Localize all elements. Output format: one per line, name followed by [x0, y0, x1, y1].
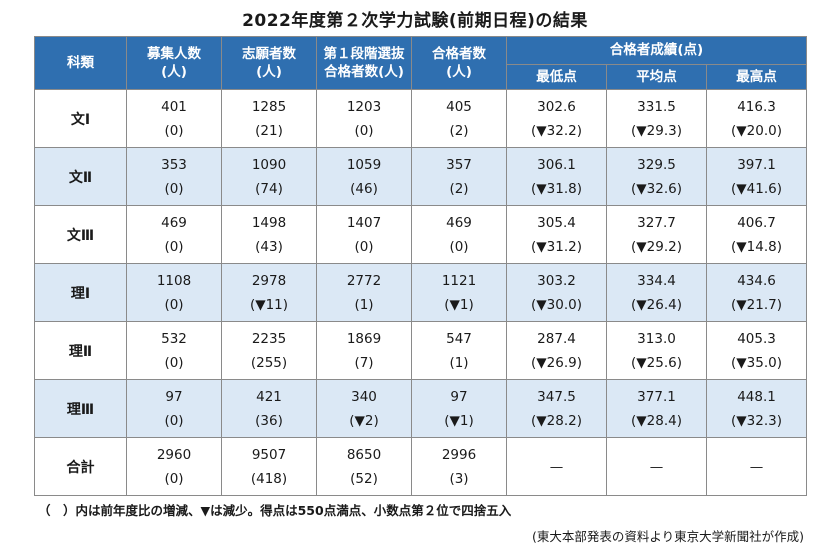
cell-passers: 357 (2) [411, 147, 507, 206]
cell-avg: 313.0 (▼25.6) [606, 321, 707, 380]
table-row: 文Ⅱ 353 (0) 1090 (74) 1059 (46) 357 (2) 306.1… [34, 147, 808, 206]
results-table: 科類 募集人数 (人) 志願者数 (人) 第１段階選抜 合格者数(人) 合格者数 (人)… [34, 36, 808, 496]
cell-avg: — [606, 437, 707, 496]
cell-min: 287.4 (▼26.9) [506, 321, 607, 380]
cell-min: 302.6 (▼32.2) [506, 89, 607, 148]
cell-max: 405.3 (▼35.0) [705, 321, 808, 380]
cell-applicants: 2235 (255) [221, 321, 317, 380]
cell-max: 406.7 (▼14.8) [705, 205, 808, 264]
cell-first-stage: 8650 (52) [316, 437, 412, 496]
source-credit: (東大本部発表の資料より東京大学新聞社が作成) [531, 529, 804, 544]
cell-applicants: 9507 (418) [221, 437, 317, 496]
cell-applicants: 1498 (43) [221, 205, 317, 264]
cell-applicants: 1090 (74) [221, 147, 317, 206]
row-subject: 理Ⅲ [34, 379, 127, 438]
cell-min: 305.4 (▼31.2) [506, 205, 607, 264]
footnote: （ ）内は前年度比の増減、▼は減少。得点は550点満点、小数点第２位で四捨五入 [38, 503, 512, 518]
header-subject: 科類 [34, 36, 127, 90]
table-title: 2022年度第２次学力試験(前期日程)の結果 [242, 11, 588, 31]
cell-quota: 353 (0) [126, 147, 222, 206]
cell-passers: 405 (2) [411, 89, 507, 148]
table-row: 理Ⅲ 97 (0) 421 (36) 340 (▼2) 97 (▼1) 347.5 (▼2… [34, 379, 808, 438]
cell-passers: 2996 (3) [411, 437, 507, 496]
cell-first-stage: 1407 (0) [316, 205, 412, 264]
cell-min: 303.2 (▼30.0) [506, 263, 607, 322]
table-row: 合計 2960 (0) 9507 (418) 8650 (52) 2996 (3) — … [34, 437, 808, 496]
row-subject: 文Ⅰ [34, 89, 127, 148]
cell-passers: 1121 (▼1) [411, 263, 507, 322]
header-quota: 募集人数 (人) [126, 36, 222, 90]
cell-applicants: 1285 (21) [221, 89, 317, 148]
cell-first-stage: 1869 (7) [316, 321, 412, 380]
cell-quota: 532 (0) [126, 321, 222, 380]
cell-max: 434.6 (▼21.7) [705, 263, 808, 322]
cell-first-stage: 2772 (1) [316, 263, 412, 322]
cell-applicants: 421 (36) [221, 379, 317, 438]
cell-passers: 469 (0) [411, 205, 507, 264]
header-first-stage: 第１段階選抜 合格者数(人) [316, 36, 412, 90]
row-subject: 理Ⅰ [34, 263, 127, 322]
cell-avg: 334.4 (▼26.4) [606, 263, 707, 322]
header-scores-group: 合格者成績(点) [505, 36, 808, 65]
cell-applicants: 2978 (▼11) [221, 263, 317, 322]
cell-quota: 469 (0) [126, 205, 222, 264]
cell-first-stage: 1203 (0) [316, 89, 412, 148]
table-row: 理Ⅰ 1108 (0) 2978 (▼11) 2772 (1) 1121 (▼1) 30… [34, 263, 808, 322]
cell-min: 306.1 (▼31.8) [506, 147, 607, 206]
cell-avg: 327.7 (▼29.2) [606, 205, 707, 264]
cell-max: 416.3 (▼20.0) [705, 89, 808, 148]
cell-avg: 329.5 (▼32.6) [606, 147, 707, 206]
cell-first-stage: 1059 (46) [316, 147, 412, 206]
header-max: 最高点 [705, 64, 808, 90]
cell-passers: 547 (1) [411, 321, 507, 380]
cell-min: — [506, 437, 607, 496]
row-subject: 文Ⅱ [34, 147, 127, 206]
row-subject: 文Ⅲ [34, 205, 127, 264]
cell-quota: 401 (0) [126, 89, 222, 148]
row-subject: 合計 [34, 437, 127, 496]
row-subject: 理Ⅱ [34, 321, 127, 380]
cell-first-stage: 340 (▼2) [316, 379, 412, 438]
cell-quota: 1108 (0) [126, 263, 222, 322]
cell-max: — [705, 437, 808, 496]
header-min: 最低点 [506, 64, 607, 90]
cell-avg: 331.5 (▼29.3) [606, 89, 707, 148]
cell-quota: 2960 (0) [126, 437, 222, 496]
cell-max: 448.1 (▼32.3) [705, 379, 808, 438]
cell-avg: 377.1 (▼28.4) [606, 379, 707, 438]
table-row: 文Ⅰ 401 (0) 1285 (21) 1203 (0) 405 (2) 302.6(… [34, 89, 808, 148]
header-avg: 平均点 [606, 64, 707, 90]
cell-passers: 97 (▼1) [411, 379, 507, 438]
header-passers: 合格者数 (人) [411, 36, 507, 90]
header-applicants: 志願者数 (人) [221, 36, 317, 90]
cell-min: 347.5 (▼28.2) [506, 379, 607, 438]
cell-max: 397.1 (▼41.6) [705, 147, 808, 206]
cell-quota: 97 (0) [126, 379, 222, 438]
table-row: 理Ⅱ 532 (0) 2235 (255) 1869 (7) 547 (1) 287.4… [34, 321, 808, 380]
table-row: 文Ⅲ 469 (0) 1498 (43) 1407 (0) 469 (0) 305.4(… [34, 205, 808, 264]
